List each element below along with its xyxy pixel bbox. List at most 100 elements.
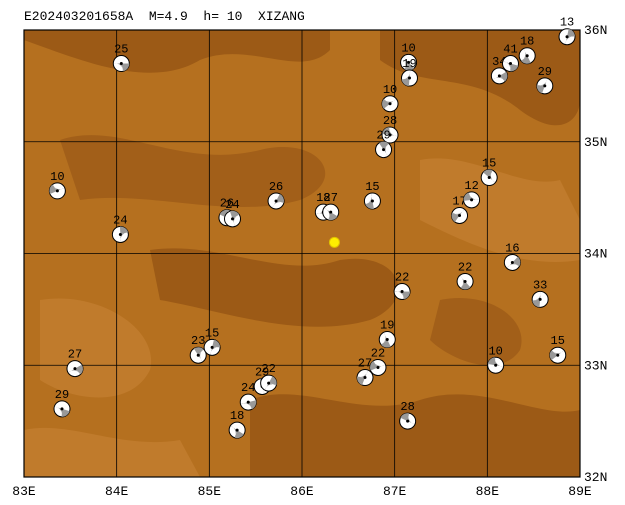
compression-quadrant [357,370,368,378]
compression-quadrant [460,281,471,290]
x-tick-label: 89E [568,484,592,499]
depth-label: 26 [220,197,234,211]
compression-quadrant [193,347,204,356]
compression-quadrant [229,210,240,219]
depth-label: 12 [464,179,478,193]
compression-quadrant [119,226,128,235]
pole-dot [463,279,467,283]
depth-label: 22 [371,346,385,360]
focal-mechanism [363,192,381,210]
compression-quadrant [400,413,409,422]
focal-mechanism [381,95,399,113]
focal-mechanism [502,55,519,73]
focal-mechanism [456,272,474,290]
focal-mechanism [356,369,374,387]
y-tick-label: 34N [584,247,607,262]
focal-mechanism [518,47,536,65]
y-tick-label: 35N [584,135,607,150]
depth-label: 16 [505,241,519,255]
focal-mechanism [369,358,387,376]
pole-dot [510,260,514,264]
depth-label: 28 [383,114,397,128]
depth-label: 28 [400,400,414,414]
depth-label: 18 [230,409,244,423]
pole-dot [60,407,64,411]
focal-mechanism [536,77,554,95]
compression-quadrant [369,361,378,371]
compression-quadrant [532,291,541,301]
x-tick-label: 84E [105,484,129,499]
pole-dot [370,199,374,203]
compression-quadrant [328,212,338,221]
focal-mechanism [260,374,278,392]
pole-dot [556,353,560,357]
depth-label: 24 [241,381,255,395]
x-tick-label: 87E [383,484,407,499]
focal-mechanism [393,282,411,300]
compression-quadrant [407,413,415,425]
pole-dot [119,62,123,66]
focal-mechanism [66,360,84,378]
focal-mechanism [322,203,340,221]
pole-dot [376,365,380,369]
compression-quadrant [240,402,252,410]
map-title: E202403201658A M=4.9 h= 10 XIZANG [24,9,305,24]
compression-quadrant [381,332,388,345]
compression-quadrant [394,291,404,300]
compression-quadrant [404,62,415,71]
compression-quadrant [494,357,504,367]
compression-quadrant [234,430,244,439]
compression-quadrant [382,99,391,109]
focal-mechanism [112,55,130,73]
y-tick-label: 36N [584,23,607,38]
depth-label: 22 [458,260,472,274]
compression-quadrant [382,127,391,136]
depth-label: 19 [402,57,416,71]
pole-dot [407,60,411,64]
depth-label: 17 [452,195,466,209]
compression-quadrant [502,61,511,72]
pole-dot [267,381,271,385]
epicenter [328,236,340,248]
compression-quadrant [276,193,285,203]
compression-quadrant [463,192,472,201]
focal-mechanism [549,346,567,364]
pole-dot [274,199,278,203]
compression-quadrant [512,256,521,267]
pole-dot [543,84,547,88]
focal-mechanism [378,331,396,349]
focal-mechanism [400,69,418,87]
pole-dot [246,400,250,404]
depth-label: 22 [395,270,409,284]
compression-quadrant [272,200,284,209]
compression-quadrant [489,170,496,183]
pole-dot [388,133,392,137]
compression-quadrant [389,127,398,137]
depth-label: 33 [533,278,547,292]
depth-label: 10 [488,344,502,358]
x-tick-label: 85E [198,484,222,499]
depth-label: 24 [113,214,127,228]
compression-quadrant [61,408,70,417]
focal-mechanism [48,182,66,200]
compression-quadrant [378,141,389,150]
pole-dot [538,297,542,301]
pole-dot [525,54,529,58]
compression-quadrant [212,339,221,348]
depth-label: 18 [520,35,534,49]
pole-dot [400,289,404,293]
compression-quadrant [74,364,83,375]
compression-quadrant [323,207,331,220]
focal-mechanism [189,346,207,364]
compression-quadrant [210,347,221,356]
depth-label: 15 [205,326,219,340]
depth-label: 22 [261,362,275,376]
x-tick-label: 86E [290,484,314,499]
pole-dot [363,376,367,380]
focal-mechanism [480,169,498,187]
depth-label: 15 [482,157,496,171]
focal-mechanism [503,253,521,271]
compression-quadrant [401,78,410,87]
pole-dot [196,353,200,357]
pole-dot [470,198,474,202]
